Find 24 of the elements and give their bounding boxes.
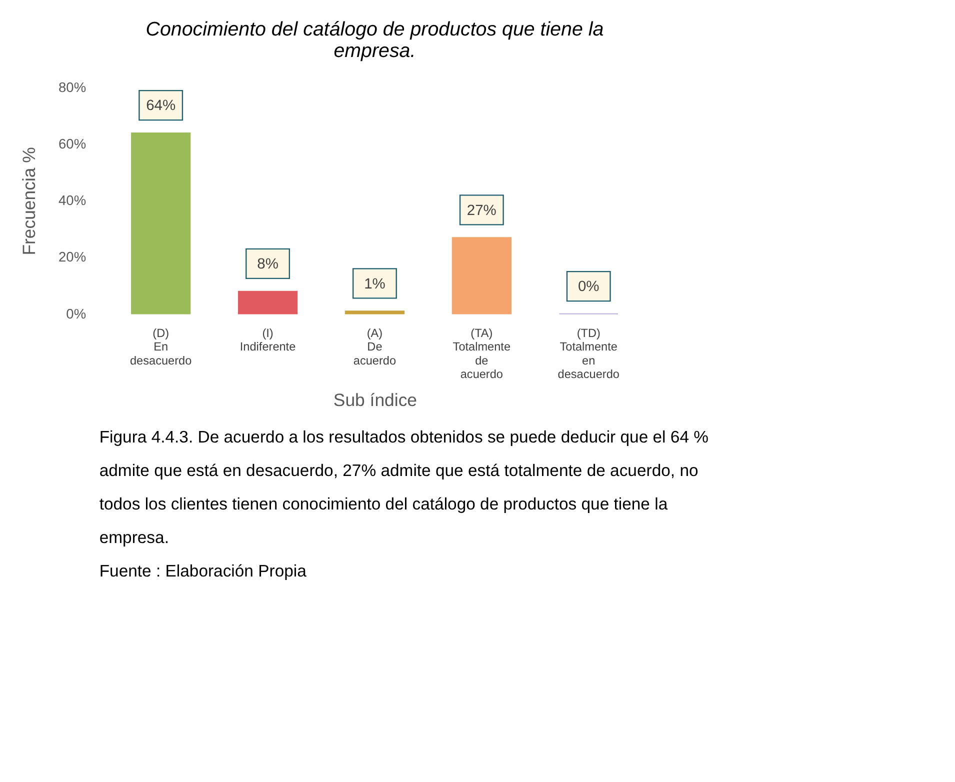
- x-axis-title: Sub índice: [333, 390, 418, 410]
- x-tick-label: (TA) Totalmente de acuerdo: [452, 326, 511, 382]
- bar: [131, 132, 191, 314]
- data-label: 0%: [578, 279, 600, 296]
- chart-title: Conocimiento del catálogo de productos que tiene la empresa.: [146, 18, 604, 62]
- y-axis-title: Frecuencia %: [18, 146, 39, 256]
- x-tick-label: (I) Indiferente: [240, 326, 296, 354]
- bar: [238, 290, 298, 314]
- x-tick-label: (D) En desacuerdo: [130, 326, 192, 368]
- text: Figura 4.4.3. De acuerdo a los resultados obtenidos se puede deducir que el 64 % admite que está en desacuerdo, 27% admite que está totalmente de acuerdo, no todos los clientes tienen conocimiento del catálogo de productos que tiene la empresa.: [99, 428, 709, 547]
- data-label: 8%: [257, 256, 278, 273]
- bar: [452, 237, 512, 314]
- data-label: 64%: [146, 98, 176, 114]
- y-tick-label: 20%: [58, 250, 86, 265]
- y-tick-label: 0%: [66, 306, 86, 322]
- x-tick-label: (TD) Totalmente en desacuerdo: [558, 326, 620, 382]
- x-tick-label: (A) De acuerdo: [353, 326, 396, 368]
- data-label: 27%: [466, 202, 496, 219]
- bar: [344, 310, 405, 314]
- y-tick-label: 80%: [58, 80, 86, 96]
- data-label: 1%: [364, 276, 386, 292]
- y-tick-label: 60%: [58, 136, 86, 152]
- source-note: Fuente : Elaboración Propia: [99, 561, 308, 580]
- y-tick-label: 40%: [58, 193, 86, 208]
